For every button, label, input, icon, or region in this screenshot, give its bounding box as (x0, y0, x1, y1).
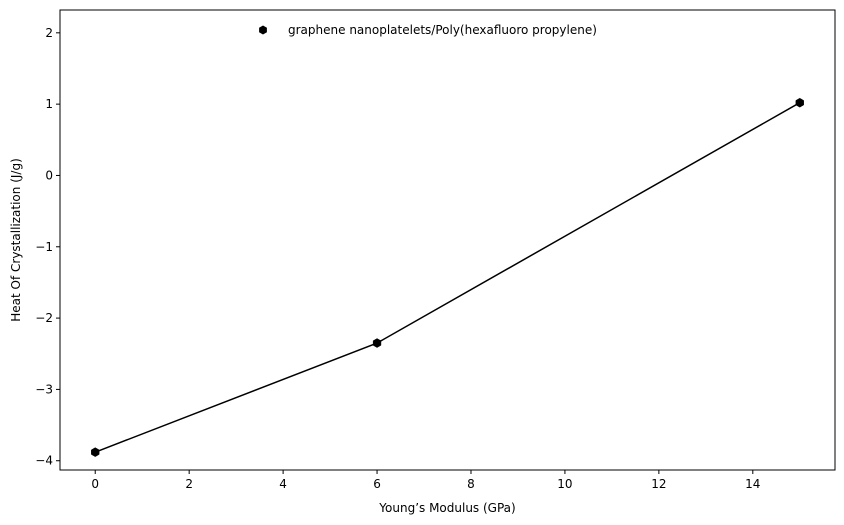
y-tick-label: −1 (35, 240, 53, 254)
y-axis-label: Heat Of Crystallization (J/g) (9, 158, 23, 322)
x-tick-label: 0 (91, 477, 99, 491)
data-point (795, 97, 804, 108)
x-tick-label: 10 (557, 477, 572, 491)
y-tick-label: 2 (45, 26, 53, 40)
x-tick-label: 4 (279, 477, 287, 491)
y-tick-label: −4 (35, 454, 53, 468)
y-tick-label: 1 (45, 97, 53, 111)
x-axis-label: Young’s Modulus (GPa) (378, 501, 515, 515)
plot-frame (59, 9, 836, 471)
y-tick-label: 0 (45, 168, 53, 182)
legend-marker (259, 25, 267, 35)
x-tick-label: 8 (467, 477, 475, 491)
series-line (94, 102, 801, 453)
y-tick-label: −3 (35, 382, 53, 396)
data-point (372, 338, 382, 348)
x-tick-label: 14 (745, 477, 760, 491)
data-point (91, 447, 100, 457)
plot-layer (91, 97, 804, 457)
y-tick-label: −2 (35, 311, 53, 325)
x-tick-label: 12 (651, 477, 666, 491)
legend: graphene nanoplatelets/Poly(hexafluoro p… (259, 23, 597, 37)
x-tick-label: 6 (373, 477, 381, 491)
x-tick-label: 2 (185, 477, 193, 491)
legend-label: graphene nanoplatelets/Poly(hexafluoro p… (288, 23, 597, 37)
